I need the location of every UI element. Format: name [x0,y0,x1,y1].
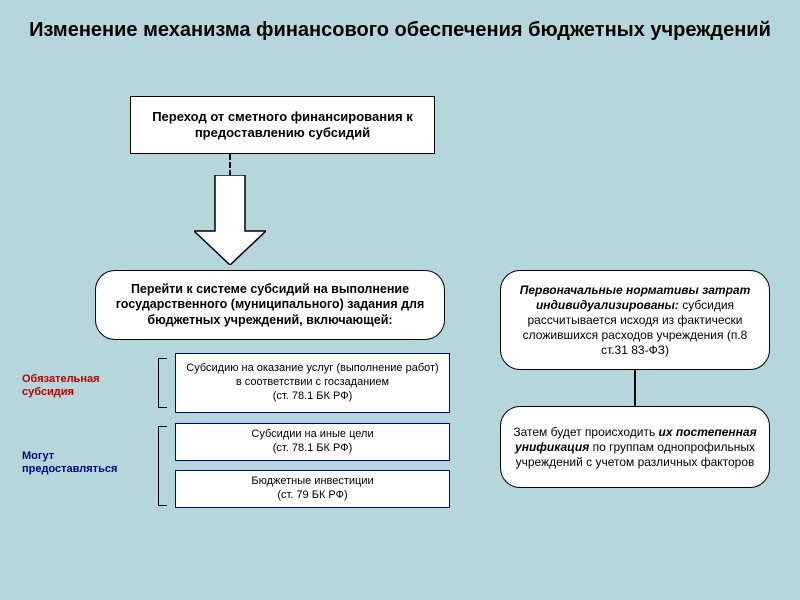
box-initial-norms-text: Первоначальные нормативы затрат индивиду… [511,283,759,358]
box-unification-text: Затем будет происходить их постепенная у… [511,425,759,470]
label-mandatory-subsidy: Обязательная субсидия [22,373,132,399]
connector-dashed [229,154,231,176]
box-subsidy-services-text: Субсидию на оказание услуг (выполнение р… [186,362,438,403]
box-subsidy-system-text: Перейти к системе субсидий на выполнение… [106,282,434,329]
diagram-canvas: Изменение механизма финансового обеспече… [0,0,800,600]
box-budget-investments-text: Бюджетные инвестиции(ст. 79 БК РФ) [251,475,373,503]
diagram-title: Изменение механизма финансового обеспече… [0,18,800,43]
label-optional: Могут предоставляться [22,450,152,476]
bracket-mandatory [158,358,159,408]
connector-right [634,370,636,406]
box-subsidy-other: Субсидии на иные цели(ст. 78.1 БК РФ) [175,423,450,461]
box-transition-text: Переход от сметного финансирования к пре… [141,109,424,142]
box-initial-norms: Первоначальные нормативы затрат индивиду… [500,270,770,370]
box-transition: Переход от сметного финансирования к пре… [130,96,435,154]
box-budget-investments: Бюджетные инвестиции(ст. 79 БК РФ) [175,470,450,508]
box-unification: Затем будет происходить их постепенная у… [500,406,770,488]
bracket-optional [158,426,159,506]
box-subsidy-services: Субсидию на оказание услуг (выполнение р… [175,353,450,413]
box-subsidy-system: Перейти к системе субсидий на выполнение… [95,270,445,340]
down-arrow-icon [194,175,266,265]
box-subsidy-other-text: Субсидии на иные цели(ст. 78.1 БК РФ) [251,428,373,456]
